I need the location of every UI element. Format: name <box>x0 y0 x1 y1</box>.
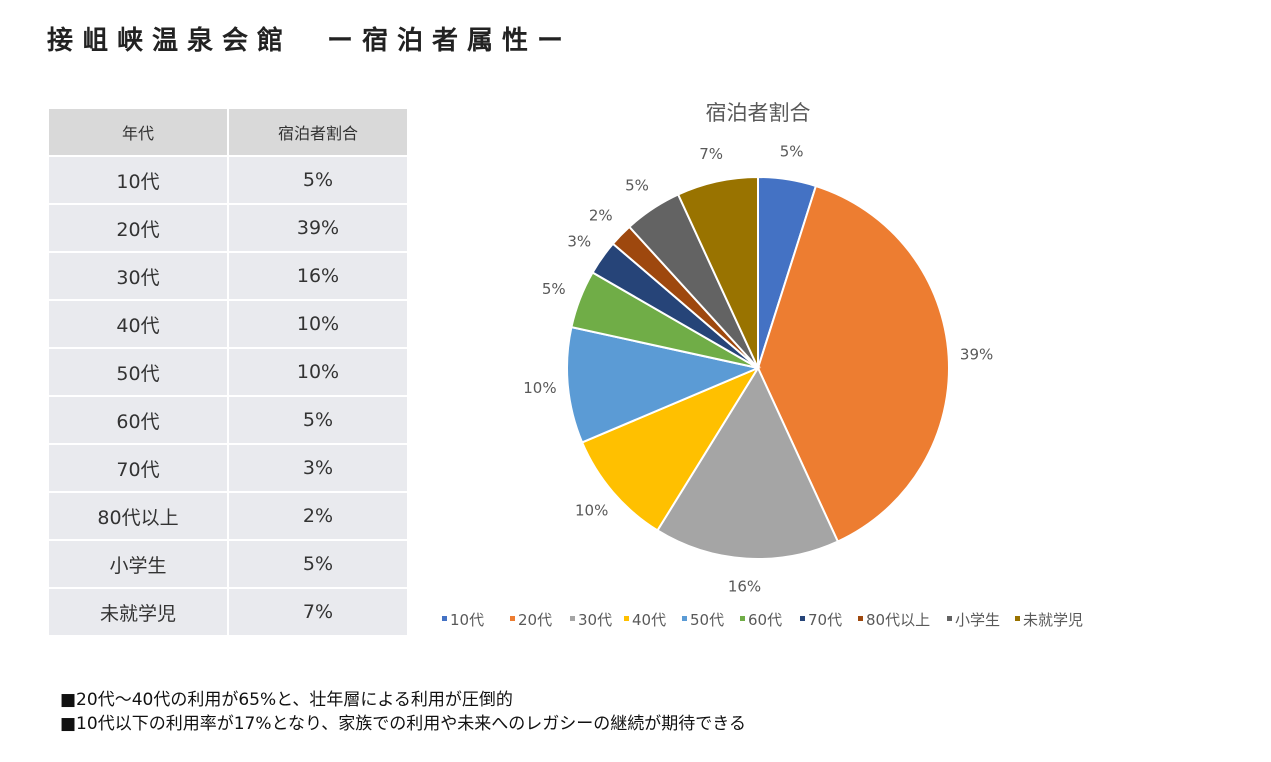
data-label: 10% <box>575 501 608 519</box>
legend-label: 20代 <box>518 611 552 629</box>
ratio-cell: 5% <box>227 539 409 589</box>
pie-slice-2 <box>656 365 840 560</box>
notes: ■20代～40代の利用が65%と、壮年層による利用が圧倒的 ■10代以下の利用率… <box>60 688 746 736</box>
pie-slice-3 <box>580 365 761 532</box>
pie-slice-9 <box>676 175 759 369</box>
ratio-cell: 16% <box>227 251 409 301</box>
age-cell: 小学生 <box>47 539 229 589</box>
legend-marker <box>682 616 687 621</box>
legend-marker <box>510 616 515 621</box>
table-row: 60代 5% <box>47 395 409 445</box>
note-2: ■10代以下の利用率が17%となり、家族での利用や未来へのレガシーの継続が期待で… <box>60 714 746 734</box>
table-row: 40代 10% <box>47 299 409 349</box>
table-row: 70代 3% <box>47 443 409 493</box>
age-cell: 50代 <box>47 347 229 397</box>
ratio-cell: 2% <box>227 491 409 541</box>
table-header-row: 年代 宿泊者割合 <box>47 107 409 157</box>
age-cell: 30代 <box>47 251 229 301</box>
pie-slice-4 <box>566 325 762 444</box>
data-label: 7% <box>699 145 723 163</box>
legend-label: 10代 <box>450 611 484 629</box>
ratio-cell: 5% <box>227 155 409 205</box>
legend-label: 30代 <box>578 611 612 629</box>
legend-marker <box>442 616 447 621</box>
legend-label: 未就学児 <box>1023 611 1083 629</box>
legend-marker <box>570 616 575 621</box>
legend-marker <box>740 616 745 621</box>
legend-marker <box>800 616 805 621</box>
table-row: 未就学児 7% <box>47 587 409 637</box>
ratio-cell: 3% <box>227 443 409 493</box>
age-cell: 80代以上 <box>47 491 229 541</box>
note-1: ■20代～40代の利用が65%と、壮年層による利用が圧倒的 <box>60 690 513 710</box>
chart-title: 宿泊者割合 <box>706 101 811 125</box>
legend-marker <box>624 616 629 621</box>
ratio-cell: 7% <box>227 587 409 637</box>
age-cell: 20代 <box>47 203 229 253</box>
data-label: 2% <box>589 207 613 225</box>
data-label: 5% <box>542 280 566 298</box>
age-cell: 40代 <box>47 299 229 349</box>
age-cell: 70代 <box>47 443 229 493</box>
ratio-cell: 10% <box>227 299 409 349</box>
data-label: 16% <box>728 578 761 596</box>
legend-label: 50代 <box>690 611 724 629</box>
table-row: 小学生 5% <box>47 539 409 589</box>
table-row: 50代 10% <box>47 347 409 397</box>
data-label: 5% <box>625 176 649 194</box>
age-cell: 10代 <box>47 155 229 205</box>
page-title: 接岨峡温泉会館 ー宿泊者属性ー <box>47 26 573 56</box>
data-label: 5% <box>780 143 804 161</box>
legend-marker <box>1015 616 1020 621</box>
legend-label: 60代 <box>748 611 782 629</box>
legend-label: 40代 <box>632 611 666 629</box>
pie-slice-1 <box>756 184 950 543</box>
data-label: 39% <box>960 346 993 364</box>
ratio-cell: 39% <box>227 203 409 253</box>
data-table: 年代 宿泊者割合 10代 5% 20代 39% 30代 16% 40代 10% 50代 10% 60… <box>47 107 409 637</box>
legend-marker <box>858 616 863 621</box>
ratio-cell: 5% <box>227 395 409 445</box>
table-row: 20代 39% <box>47 203 409 253</box>
data-label: 10% <box>523 379 556 397</box>
table-row: 80代以上 2% <box>47 491 409 541</box>
header-age: 年代 <box>47 107 229 157</box>
data-label: 3% <box>567 232 591 250</box>
legend-label: 小学生 <box>955 611 1000 629</box>
table-row: 10代 5% <box>47 155 409 205</box>
legend-label: 80代以上 <box>866 611 930 629</box>
table-row: 30代 16% <box>47 251 409 301</box>
ratio-cell: 10% <box>227 347 409 397</box>
header-ratio: 宿泊者割合 <box>227 107 409 157</box>
pie-chart: 宿泊者割合 5% 39% 16% 10% 10% 5% 3% 2% 5% 7% 10代 20代 30代 4… <box>442 101 1083 629</box>
legend-marker <box>947 616 952 621</box>
age-cell: 未就学児 <box>47 587 229 637</box>
legend-label: 70代 <box>808 611 842 629</box>
age-cell: 60代 <box>47 395 229 445</box>
